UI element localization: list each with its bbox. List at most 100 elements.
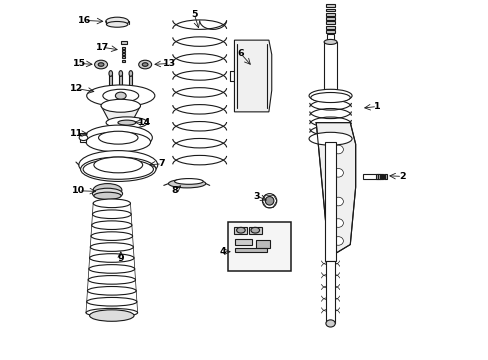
Ellipse shape [79,150,158,179]
Ellipse shape [333,145,343,154]
Bar [122,50,125,52]
Text: 14: 14 [137,118,150,127]
Ellipse shape [308,89,351,102]
Text: 1: 1 [373,102,380,111]
Ellipse shape [84,125,152,150]
Ellipse shape [129,71,132,76]
Ellipse shape [94,192,121,199]
Ellipse shape [88,275,135,284]
Ellipse shape [86,132,150,152]
Ellipse shape [110,118,131,127]
Ellipse shape [99,131,138,144]
Bar [325,30,334,33]
Ellipse shape [333,237,343,245]
Ellipse shape [92,221,132,229]
Ellipse shape [83,159,153,179]
Ellipse shape [324,40,336,44]
Ellipse shape [333,168,343,177]
Text: 10: 10 [72,186,85,195]
Polygon shape [316,123,355,259]
Text: 7: 7 [159,159,165,168]
Bar [378,174,379,179]
Bar [324,142,336,261]
Ellipse shape [89,254,134,262]
Ellipse shape [115,92,126,99]
Bar [121,41,126,44]
Bar [324,42,336,92]
Bar [129,74,132,94]
Bar [381,174,383,179]
Text: 13: 13 [163,59,175,68]
Ellipse shape [139,60,151,69]
Text: 5: 5 [191,10,197,19]
Ellipse shape [174,179,203,184]
Ellipse shape [250,227,259,233]
Bar [122,53,125,55]
Ellipse shape [262,194,276,208]
Bar [325,4,334,7]
Ellipse shape [333,197,343,206]
Bar [383,174,384,179]
Ellipse shape [324,90,336,95]
Ellipse shape [90,243,133,251]
Text: 6: 6 [237,49,244,58]
Ellipse shape [81,157,156,181]
Ellipse shape [102,89,139,102]
Bar [326,35,333,49]
Text: 3: 3 [253,192,260,201]
Text: 12: 12 [70,84,83,93]
Ellipse shape [98,63,104,66]
Ellipse shape [106,22,128,27]
Ellipse shape [236,227,244,233]
Bar [325,17,334,20]
Ellipse shape [310,93,349,103]
Text: 9: 9 [117,255,124,264]
Bar [234,226,247,234]
Bar [325,261,335,323]
Text: 16: 16 [78,16,91,25]
Text: 17: 17 [96,43,109,52]
Ellipse shape [333,219,343,227]
Ellipse shape [101,99,140,112]
Ellipse shape [308,132,351,145]
Bar [122,59,125,62]
Bar [325,13,334,16]
Ellipse shape [106,117,147,129]
Bar [234,248,266,252]
Ellipse shape [87,287,136,295]
Ellipse shape [94,157,142,173]
Bar [256,240,269,248]
Ellipse shape [118,120,136,125]
Ellipse shape [142,63,148,66]
Bar [362,174,382,179]
Bar [122,56,125,58]
Ellipse shape [92,210,131,219]
Bar [122,46,125,49]
Bar [248,226,261,234]
Ellipse shape [105,17,128,26]
Text: 2: 2 [398,172,405,181]
Ellipse shape [89,265,135,273]
Ellipse shape [86,85,155,107]
Bar [376,174,377,179]
Polygon shape [101,106,140,123]
Ellipse shape [92,188,122,199]
Ellipse shape [265,197,273,205]
Bar [379,174,381,179]
Ellipse shape [89,310,134,321]
Text: 11: 11 [70,129,83,138]
Ellipse shape [109,71,112,76]
Ellipse shape [79,135,88,140]
Ellipse shape [91,232,132,240]
Ellipse shape [119,71,122,76]
Bar [234,239,251,245]
Ellipse shape [93,184,122,197]
Polygon shape [234,40,271,112]
Ellipse shape [93,199,130,208]
Ellipse shape [168,179,205,188]
Bar [228,222,290,271]
Ellipse shape [325,320,335,327]
Bar [325,9,334,12]
Text: 4: 4 [219,247,226,256]
Bar [325,22,334,24]
